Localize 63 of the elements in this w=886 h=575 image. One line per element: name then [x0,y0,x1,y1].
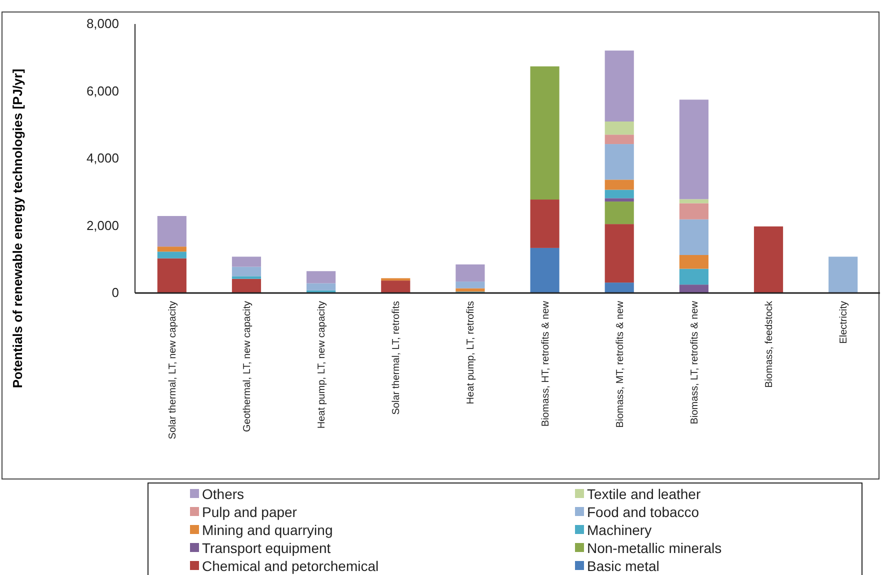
bar [157,252,186,258]
bar [679,255,708,269]
bar [679,203,708,220]
bar [381,278,410,281]
bar [530,66,560,200]
x-tick-label: Electricity [838,301,850,344]
bar [306,271,336,284]
bar [754,226,784,293]
y-tick-label: 0 [112,285,119,300]
bar [456,288,485,292]
bar [232,278,262,293]
legend-label: Machinery [587,522,652,538]
bar [679,219,708,256]
bar [530,200,560,248]
bar [828,256,858,293]
legend-label: Pulp and paper [202,504,298,520]
bar [679,284,708,293]
legend-label: Food and tobacco [587,504,700,520]
bar [604,50,634,122]
bar [604,134,634,144]
bar [232,266,262,276]
bar [381,280,410,293]
x-tick-label: Biomass, feedstock [764,300,776,388]
y-axis-title: Potentials of renewable energy technologies [PJ/yr] [10,68,25,388]
bar [157,246,186,252]
bar [456,282,485,288]
x-tick-label: Geothermal, LT, new capacity [242,301,253,432]
bar [306,283,336,290]
bar [604,180,634,190]
x-tick-label: Biomass, MT, retrofits & new [614,300,626,428]
x-tick-label: Solar thermal, LT, retrofits [391,301,402,415]
legend-label: Non-metallic minerals [587,540,722,556]
x-tick-label: Biomass, LT, retrofits & new [689,300,700,424]
bar [232,276,262,279]
bar [604,198,634,202]
bar [679,268,708,285]
bar [604,282,634,293]
legend-label: Textile and leather [587,486,701,502]
bar [157,258,186,293]
bar [530,248,560,293]
y-tick-label: 2,000 [86,218,119,233]
legend-label: Transport equipment [202,540,331,556]
bar [604,144,634,180]
bar [456,264,485,282]
legend-label: Chemical and petorchemical [202,558,379,574]
x-tick-label: Solar thermal, LT, new capacity [167,301,178,440]
y-tick-label: 4,000 [86,150,119,166]
x-tick-label: Biomass, HT, retrofits & new [540,300,552,427]
bar [679,100,708,200]
legend-label: Basic metal [587,558,660,574]
x-tick-label: Heat pump, LT, new capacity [316,301,328,429]
x-tick-label: Heat pump, LT, retrofits [466,301,477,404]
bar [679,199,708,204]
y-tick-label: 8,000 [86,16,119,32]
bar [604,202,634,224]
bar [604,224,634,283]
bar [604,122,634,135]
bar [232,256,262,267]
bar [157,216,186,247]
bar [604,190,634,198]
y-tick-label: 6,000 [86,83,119,98]
legend-label: Mining and quarrying [202,522,333,538]
legend-label: Others [202,486,244,502]
